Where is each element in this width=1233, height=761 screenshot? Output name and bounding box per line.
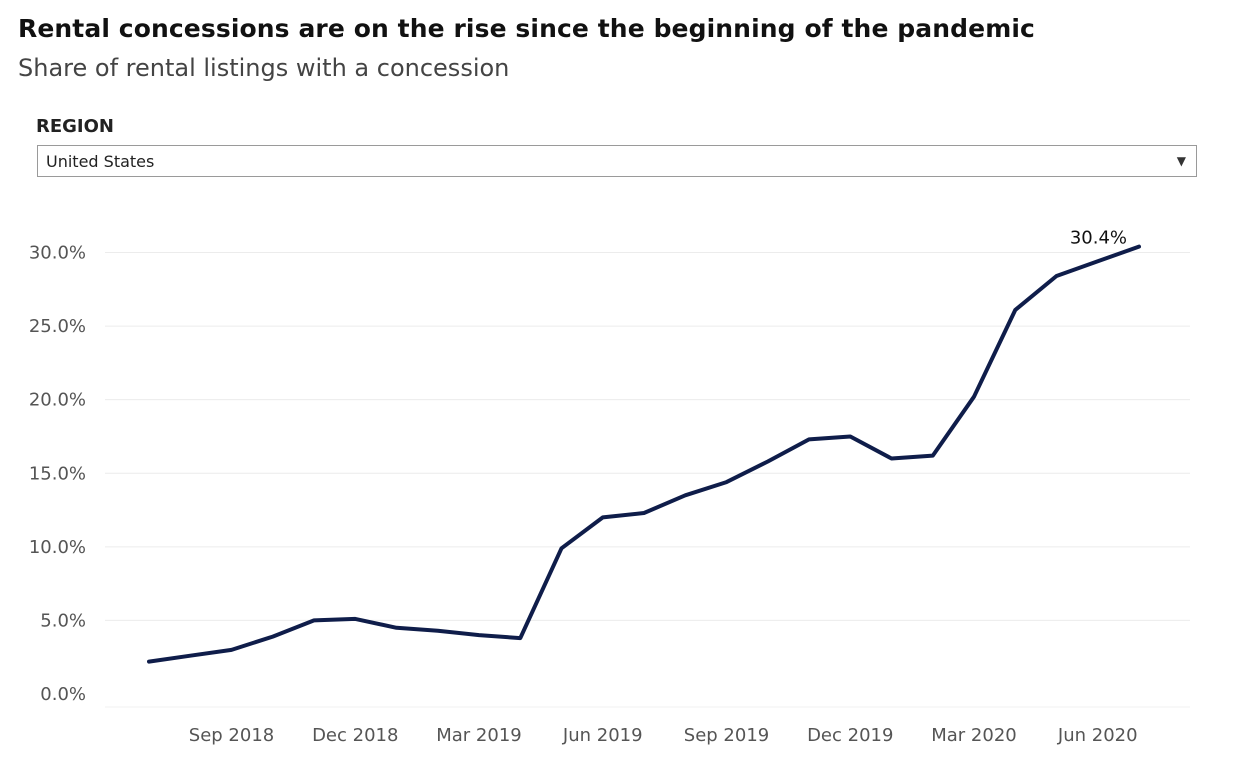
y-axis-ticks: 0.0% 5.0% 10.0% 15.0% 20.0% 25.0% 30.0% <box>29 243 86 706</box>
x-axis-ticks: Sep 2018 Dec 2018 Mar 2019 Jun 2019 Sep 2019… <box>189 725 1138 746</box>
x-tick-label: Sep 2018 <box>189 725 274 746</box>
x-tick-label: Jun 2019 <box>562 725 643 746</box>
chart-title: Rental concessions are on the rise since… <box>18 14 1035 43</box>
y-tick-label: 15.0% <box>29 463 86 484</box>
data-label: 30.4% <box>1070 228 1127 249</box>
x-tick-label: Dec 2019 <box>807 725 893 746</box>
series-layer <box>147 244 1141 664</box>
region-select-value: United States <box>46 152 155 171</box>
series-line <box>147 244 1141 664</box>
y-tick-label: 10.0% <box>29 537 86 558</box>
region-filter-label: REGION <box>36 116 114 137</box>
x-tick-label: Mar 2019 <box>436 725 522 746</box>
chevron-down-icon[interactable]: ▼ <box>1176 154 1186 168</box>
x-tick-label: Mar 2020 <box>931 725 1017 746</box>
y-tick-label: 25.0% <box>29 316 86 337</box>
chart-subtitle: Share of rental listings with a concessi… <box>18 54 510 82</box>
y-tick-label: 5.0% <box>40 610 86 631</box>
y-tick-label: 30.0% <box>29 243 86 264</box>
x-tick-label: Sep 2019 <box>684 725 769 746</box>
region-select[interactable]: United States ▼ <box>37 145 1197 177</box>
y-tick-label: 0.0% <box>40 684 86 705</box>
x-tick-label: Dec 2018 <box>312 725 398 746</box>
y-tick-label: 20.0% <box>29 390 86 411</box>
data-labels: 30.4% <box>1070 228 1127 249</box>
x-tick-label: Jun 2020 <box>1057 725 1138 746</box>
